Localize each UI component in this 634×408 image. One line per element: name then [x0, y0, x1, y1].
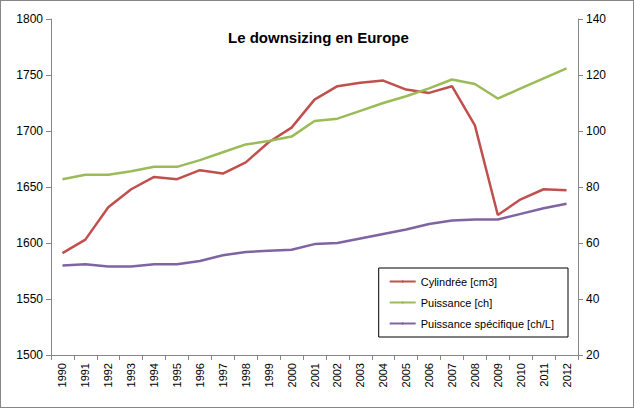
- svg-text:1800: 1800: [16, 12, 43, 26]
- svg-text:2003: 2003: [354, 363, 366, 387]
- svg-text:2000: 2000: [286, 363, 298, 387]
- svg-text:80: 80: [586, 180, 600, 194]
- svg-text:Le downsizing en Europe: Le downsizing en Europe: [228, 29, 409, 46]
- svg-text:2005: 2005: [400, 363, 412, 387]
- svg-text:Cylindrée [cm3]: Cylindrée [cm3]: [421, 276, 497, 288]
- svg-text:1995: 1995: [171, 363, 183, 387]
- svg-text:2012: 2012: [561, 363, 573, 387]
- svg-text:2001: 2001: [309, 363, 321, 387]
- svg-text:2008: 2008: [469, 363, 481, 387]
- svg-text:20: 20: [586, 348, 600, 362]
- svg-text:120: 120: [586, 68, 606, 82]
- svg-text:1992: 1992: [102, 363, 114, 387]
- svg-text:1993: 1993: [125, 363, 137, 387]
- svg-text:1996: 1996: [194, 363, 206, 387]
- svg-text:100: 100: [586, 124, 606, 138]
- svg-text:40: 40: [586, 292, 600, 306]
- svg-text:140: 140: [586, 12, 606, 26]
- svg-text:1500: 1500: [16, 348, 43, 362]
- svg-text:2006: 2006: [423, 363, 435, 387]
- svg-text:1999: 1999: [263, 363, 275, 387]
- svg-text:1991: 1991: [79, 363, 91, 387]
- svg-text:2009: 2009: [492, 363, 504, 387]
- svg-text:1550: 1550: [16, 292, 43, 306]
- svg-text:2011: 2011: [538, 363, 550, 387]
- svg-text:Puissance spécifique [ch/L]: Puissance spécifique [ch/L]: [421, 318, 554, 330]
- svg-text:2002: 2002: [331, 363, 343, 387]
- svg-text:1600: 1600: [16, 236, 43, 250]
- svg-text:60: 60: [586, 236, 600, 250]
- svg-text:1994: 1994: [148, 363, 160, 387]
- svg-text:1990: 1990: [56, 363, 68, 387]
- svg-text:1997: 1997: [217, 363, 229, 387]
- svg-text:1750: 1750: [16, 68, 43, 82]
- svg-text:2004: 2004: [377, 363, 389, 387]
- svg-text:2007: 2007: [446, 363, 458, 387]
- svg-text:1998: 1998: [240, 363, 252, 387]
- svg-text:2010: 2010: [515, 363, 527, 387]
- svg-text:Puissance [ch]: Puissance [ch]: [421, 297, 493, 309]
- svg-text:1700: 1700: [16, 124, 43, 138]
- svg-text:1650: 1650: [16, 180, 43, 194]
